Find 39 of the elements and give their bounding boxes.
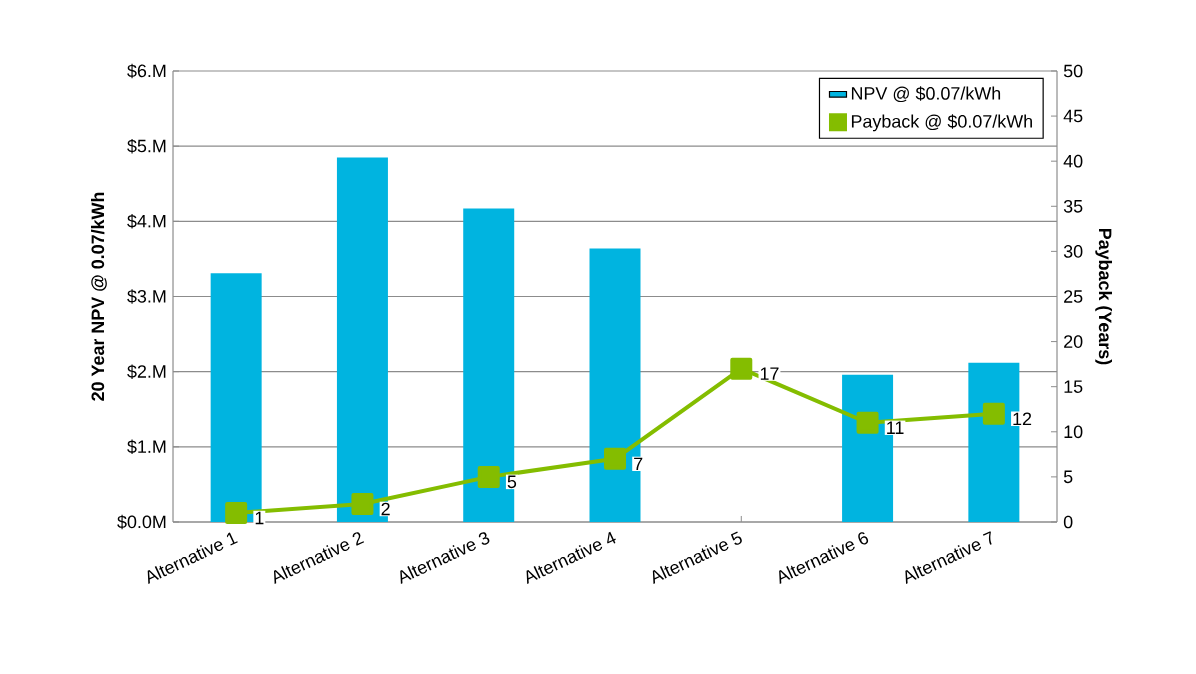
- point: [856, 411, 879, 434]
- y2-tick-label: 30: [1063, 245, 1083, 258]
- y-tick-label: $5.M: [127, 138, 166, 154]
- data-label: 7: [634, 457, 643, 471]
- legend-label: Payback @ $0.07/kWh: [851, 114, 1032, 132]
- y-tick-label: $2.M: [127, 364, 166, 379]
- y2-tick-label: 35: [1063, 199, 1083, 213]
- y2-tick-label: 25: [1064, 290, 1083, 303]
- y2-tick-label: 5: [1063, 470, 1073, 484]
- y-axis-title: 20 Year NPV @ 0.07/kWh: [91, 192, 107, 401]
- y2-tick-label: 40: [1063, 154, 1083, 168]
- y-tick-label: $3.M: [127, 289, 166, 304]
- legend-label: NPV @ $0.07/kWh: [851, 86, 1001, 103]
- point: [730, 357, 753, 380]
- data-label: 11: [887, 421, 904, 434]
- y2-axis-title: Payback (Years): [1095, 228, 1112, 365]
- y2-tick-label: 50: [1063, 64, 1083, 78]
- y2-tick-label: 0: [1063, 515, 1073, 529]
- y-tick-label: $0.0M: [117, 514, 166, 530]
- bar: [336, 157, 388, 522]
- data-label: 17: [760, 367, 779, 380]
- point: [225, 501, 248, 524]
- y2-tick-label: 20: [1064, 335, 1083, 348]
- y-tick-label: $6.M: [127, 63, 166, 79]
- data-label: 1: [255, 511, 264, 525]
- bar: [589, 248, 641, 522]
- y-tick-label: $4.M: [127, 214, 166, 229]
- point: [351, 492, 374, 515]
- data-label: 2: [381, 502, 390, 516]
- point: [982, 402, 1005, 425]
- point: [604, 447, 627, 470]
- y2-tick-label: 15: [1064, 380, 1083, 393]
- y2-tick-label: 10: [1064, 425, 1083, 439]
- y-tick-label: $1.M: [127, 439, 166, 455]
- bar: [463, 208, 515, 522]
- data-label: 5: [507, 475, 517, 489]
- data-label: 12: [1013, 412, 1032, 425]
- point: [477, 465, 500, 488]
- y2-tick-label: 45: [1063, 109, 1083, 123]
